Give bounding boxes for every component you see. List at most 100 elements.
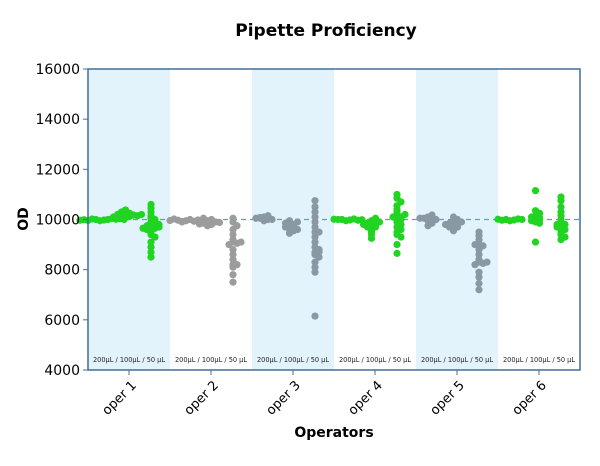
data-point bbox=[315, 253, 323, 261]
data-point bbox=[147, 253, 155, 261]
data-point bbox=[166, 216, 174, 225]
data-point bbox=[393, 240, 401, 249]
data-point bbox=[311, 258, 319, 266]
data-point bbox=[229, 225, 237, 234]
data-point bbox=[518, 215, 526, 224]
x-tick-label: oper 3 bbox=[264, 378, 304, 418]
data-point bbox=[109, 213, 118, 221]
data-point bbox=[147, 238, 155, 246]
data-point bbox=[311, 312, 319, 320]
data-point bbox=[256, 213, 264, 222]
data-point bbox=[475, 273, 483, 281]
data-point bbox=[531, 238, 540, 246]
data-point bbox=[215, 218, 224, 227]
volume-group-label: 200µL / 100µL / 50 µL bbox=[93, 356, 165, 364]
data-point bbox=[147, 243, 155, 251]
x-tick-label: oper 2 bbox=[182, 378, 222, 418]
data-point bbox=[449, 213, 458, 221]
data-point bbox=[483, 258, 491, 266]
data-point bbox=[527, 213, 536, 221]
data-point bbox=[397, 233, 405, 241]
data-point bbox=[293, 225, 302, 234]
data-point bbox=[121, 206, 130, 214]
data-point bbox=[229, 251, 237, 259]
data-point bbox=[225, 240, 233, 249]
data-point bbox=[311, 233, 319, 241]
data-point bbox=[416, 214, 424, 222]
volume-group-label: 200µL / 100µL / 50 µL bbox=[421, 356, 493, 364]
chart-title: Pipette Proficiency bbox=[235, 21, 417, 41]
data-point bbox=[330, 215, 338, 223]
data-point bbox=[76, 216, 84, 224]
data-point bbox=[139, 224, 147, 232]
data-point bbox=[475, 286, 483, 294]
y-tick-label: 4000 bbox=[44, 363, 80, 379]
y-axis-label: OD bbox=[16, 207, 32, 231]
data-point bbox=[311, 218, 319, 226]
data-point bbox=[494, 215, 502, 223]
data-point bbox=[315, 228, 323, 236]
data-point bbox=[229, 246, 237, 254]
data-point bbox=[229, 230, 237, 239]
data-point bbox=[311, 223, 319, 231]
data-point bbox=[389, 213, 397, 221]
data-point bbox=[281, 223, 290, 231]
data-point bbox=[471, 240, 479, 249]
data-point bbox=[311, 263, 319, 271]
volume-group-label: 200µL / 100µL / 50 µL bbox=[257, 356, 329, 364]
data-point bbox=[311, 208, 319, 216]
x-tick-label: oper 5 bbox=[428, 378, 468, 418]
data-point bbox=[285, 217, 294, 225]
data-point bbox=[401, 210, 409, 219]
data-point bbox=[475, 246, 483, 254]
data-point bbox=[397, 215, 405, 224]
data-point bbox=[137, 210, 146, 219]
data-point bbox=[432, 215, 440, 224]
data-point bbox=[315, 248, 323, 256]
data-point bbox=[371, 214, 380, 222]
data-point bbox=[311, 268, 319, 276]
data-point bbox=[311, 238, 319, 246]
x-tick-label: oper 4 bbox=[346, 378, 386, 418]
volume-group-label: 200µL / 100µL / 50 µL bbox=[175, 356, 247, 364]
data-point bbox=[207, 215, 216, 224]
data-point bbox=[475, 268, 483, 276]
y-tick-label: 10000 bbox=[35, 213, 80, 229]
data-point bbox=[471, 261, 479, 269]
data-point bbox=[233, 261, 241, 269]
data-point bbox=[199, 214, 208, 222]
data-point bbox=[475, 279, 483, 288]
data-point bbox=[237, 238, 245, 246]
data-point bbox=[229, 278, 237, 286]
data-point bbox=[441, 220, 450, 229]
data-point bbox=[229, 271, 237, 279]
data-point bbox=[293, 218, 302, 226]
volume-group-label: 200µL / 100µL / 50 µL bbox=[339, 356, 411, 364]
data-point bbox=[557, 197, 565, 205]
data-point bbox=[311, 197, 319, 205]
data-point bbox=[557, 235, 565, 244]
data-point bbox=[195, 220, 204, 228]
data-point bbox=[268, 215, 276, 224]
y-tick-label: 8000 bbox=[44, 263, 80, 279]
data-point bbox=[311, 213, 319, 221]
volume-group-label: 200µL / 100µL / 50 µL bbox=[503, 356, 575, 364]
data-point bbox=[475, 251, 483, 259]
data-point bbox=[147, 248, 155, 256]
data-point bbox=[557, 203, 565, 211]
data-point bbox=[535, 219, 544, 227]
x-axis-label: Operators bbox=[294, 425, 373, 441]
y-tick-label: 12000 bbox=[35, 162, 80, 178]
x-tick-label: oper 1 bbox=[100, 378, 140, 418]
y-tick-label: 6000 bbox=[44, 313, 80, 329]
data-point bbox=[229, 256, 237, 264]
data-point bbox=[359, 220, 368, 229]
data-point bbox=[531, 187, 540, 195]
data-point bbox=[155, 220, 163, 229]
x-tick-label: oper 6 bbox=[510, 378, 550, 418]
data-point bbox=[393, 249, 401, 257]
y-tick-label: 14000 bbox=[35, 112, 80, 128]
data-point bbox=[311, 203, 319, 211]
